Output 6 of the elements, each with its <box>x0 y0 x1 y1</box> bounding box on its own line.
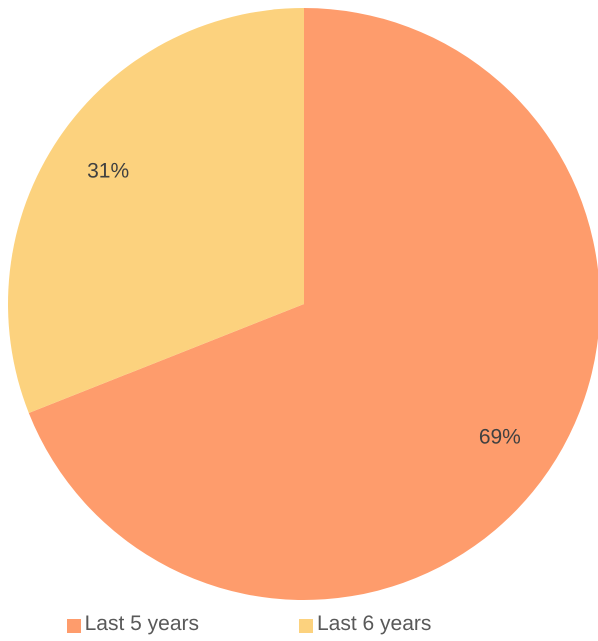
pie-slice <box>8 8 304 413</box>
legend-label: Last 6 years <box>317 612 432 635</box>
pie-slice <box>28 8 598 600</box>
data-label: 69% <box>478 426 521 449</box>
legend-label: Last 5 years <box>84 612 199 635</box>
data-label: 31% <box>87 159 130 182</box>
